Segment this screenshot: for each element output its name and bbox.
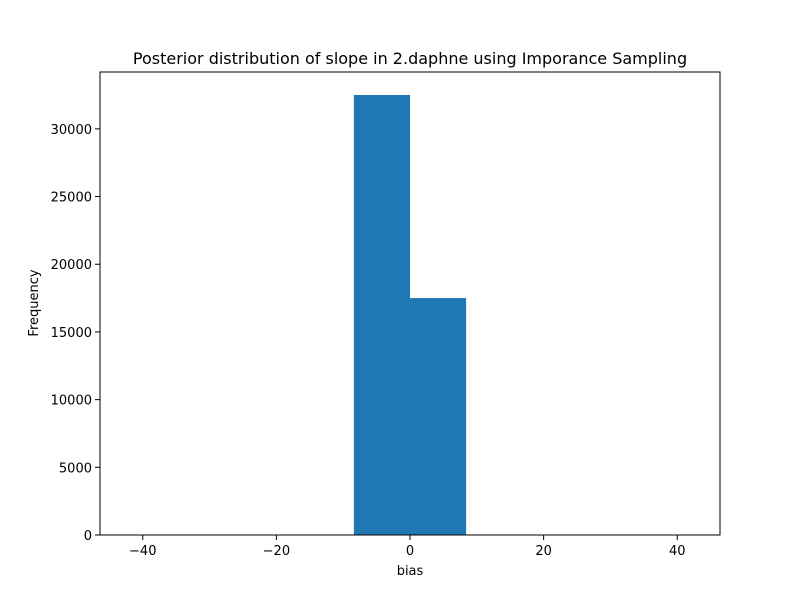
y-tick-label: 0 xyxy=(84,529,92,544)
y-tick-label: 20000 xyxy=(51,258,92,273)
y-tick-label: 15000 xyxy=(51,326,92,341)
y-axis-label: Frequency xyxy=(27,269,42,336)
bars-layer xyxy=(353,95,467,535)
plot-frame xyxy=(99,71,721,536)
x-axis-ticks: −40 −20 0 20 40 xyxy=(129,535,686,559)
x-tick-label: −20 xyxy=(263,544,290,559)
x-tick-label: 40 xyxy=(669,544,686,559)
x-tick-label: 20 xyxy=(535,544,552,559)
y-tick-label: 30000 xyxy=(51,123,92,138)
y-tick-label: 5000 xyxy=(59,461,92,476)
histogram-bar-5 xyxy=(410,298,467,535)
x-tick-label: −40 xyxy=(129,544,156,559)
chart-title: Posterior distribution of slope in 2.dap… xyxy=(133,49,687,68)
y-tick-label: 25000 xyxy=(51,191,92,206)
y-axis-ticks: 0 5000 10000 15000 20000 25000 30000 xyxy=(51,123,100,544)
x-tick-label: 0 xyxy=(406,544,414,559)
histogram-bar-4 xyxy=(353,95,410,535)
x-axis-label: bias xyxy=(397,564,424,579)
y-tick-label: 10000 xyxy=(51,394,92,409)
